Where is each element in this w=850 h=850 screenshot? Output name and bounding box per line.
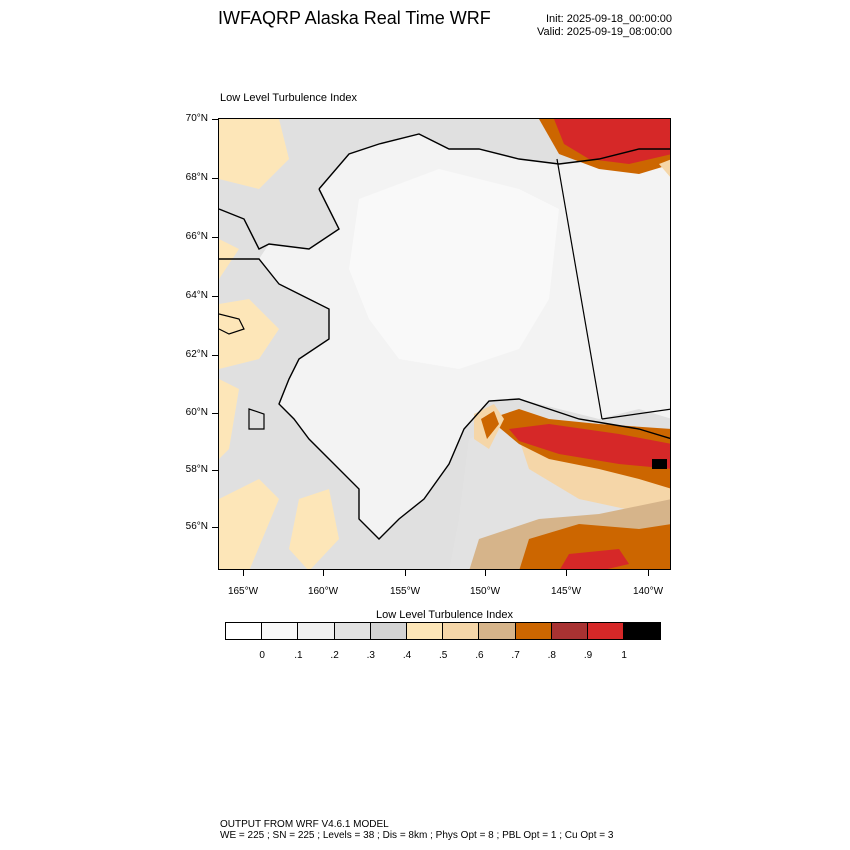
lat-tick xyxy=(212,413,218,414)
lat-label: 58°N xyxy=(185,464,208,475)
colorbar-swatch xyxy=(515,623,552,639)
lon-tick xyxy=(243,570,244,576)
coastline xyxy=(248,408,265,430)
index-patch xyxy=(659,159,670,177)
colorbar-label: .9 xyxy=(583,650,593,661)
colorbar-swatch xyxy=(334,623,371,639)
border-line xyxy=(601,408,670,420)
colorbar-label: .2 xyxy=(330,650,339,661)
lon-tick xyxy=(648,570,649,576)
index-patch xyxy=(560,549,629,569)
colorbar-swatch xyxy=(587,623,625,639)
colorbar-swatch xyxy=(551,623,588,639)
index-patch xyxy=(554,119,670,164)
index-patch xyxy=(519,524,670,569)
index-patch xyxy=(219,479,279,569)
lat-label: 66°N xyxy=(185,231,208,242)
colorbar-swatch xyxy=(226,623,263,639)
colorbar-swatch xyxy=(262,623,299,639)
footer-line-2: WE = 225 ; SN = 225 ; Levels = 38 ; Dis … xyxy=(220,830,614,841)
lat-tick xyxy=(212,527,218,528)
lon-tick xyxy=(485,570,486,576)
colorbar-swatch xyxy=(443,623,480,639)
lon-label: 145°W xyxy=(550,586,582,597)
colorbar-label: .4 xyxy=(402,650,412,661)
lon-label: 160°W xyxy=(307,586,339,597)
lon-label: 165°W xyxy=(227,586,259,597)
colorbar-label: .6 xyxy=(475,650,484,661)
index-patch xyxy=(509,424,670,469)
lat-tick xyxy=(212,237,218,238)
index-patch xyxy=(481,411,499,439)
coastline xyxy=(318,133,670,190)
lat-tick xyxy=(212,355,218,356)
border-line xyxy=(556,158,603,420)
colorbar-swatch xyxy=(479,623,516,639)
valid-time: Valid: 2025-09-19_08:00:00 xyxy=(537,26,672,38)
index-patch xyxy=(219,299,279,369)
colorbar-label: .1 xyxy=(294,650,303,661)
lat-tick xyxy=(212,119,218,120)
colorbar-swatch xyxy=(624,623,661,639)
lon-label: 155°W xyxy=(389,586,421,597)
colorbar-label: .3 xyxy=(366,650,375,661)
colorbar-swatch xyxy=(406,623,444,639)
colorbar-label: 0 xyxy=(259,650,265,661)
lon-tick xyxy=(566,570,567,576)
lat-label: 70°N xyxy=(185,113,208,124)
colorbar-label: .5 xyxy=(439,650,448,661)
colorbar-label: .7 xyxy=(511,650,520,661)
init-time: Init: 2025-09-18_00:00:00 xyxy=(546,13,672,25)
colorbar-swatch xyxy=(298,623,335,639)
index-patch xyxy=(349,169,559,369)
lon-tick xyxy=(405,570,406,576)
footer-line-1: OUTPUT FROM WRF V4.6.1 MODEL xyxy=(220,819,389,830)
lat-tick xyxy=(212,296,218,297)
lon-tick xyxy=(323,570,324,576)
map-title: Low Level Turbulence Index xyxy=(220,92,357,104)
lat-label: 64°N xyxy=(185,290,208,301)
coastline xyxy=(219,258,670,540)
colorbar-swatch xyxy=(370,623,407,639)
lat-label: 60°N xyxy=(185,407,208,418)
coastline xyxy=(219,188,340,250)
index-patch xyxy=(219,119,289,189)
lat-tick xyxy=(212,470,218,471)
index-patch xyxy=(219,379,239,459)
lat-label: 68°N xyxy=(185,172,208,183)
coastline xyxy=(219,313,245,335)
lat-label: 62°N xyxy=(185,349,208,360)
colorbar-title: Low Level Turbulence Index xyxy=(376,609,513,621)
lat-tick xyxy=(212,178,218,179)
lon-label: 150°W xyxy=(469,586,501,597)
plot-title: IWFAQRP Alaska Real Time WRF xyxy=(218,8,491,28)
index-patch xyxy=(652,459,667,469)
lat-label: 56°N xyxy=(185,521,208,532)
map-panel xyxy=(218,118,671,570)
colorbar-label: 1 xyxy=(621,650,627,661)
lon-label: 140°W xyxy=(632,586,664,597)
turbulence-map xyxy=(219,119,670,569)
index-patch xyxy=(289,489,339,569)
colorbar xyxy=(225,622,662,640)
colorbar-label: .8 xyxy=(547,650,556,661)
